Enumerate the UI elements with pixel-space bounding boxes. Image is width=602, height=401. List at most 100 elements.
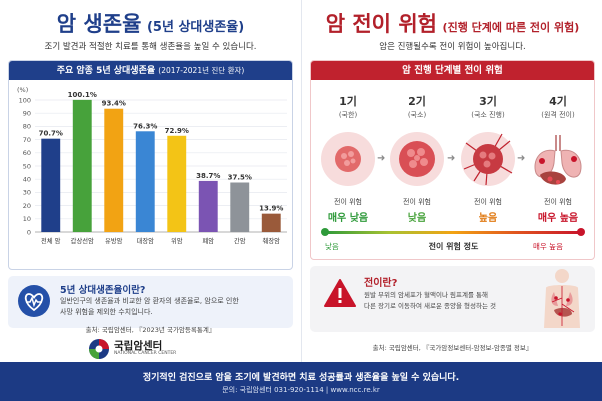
footer-banner: 정기적인 검진으로 암을 조기에 발견하면 치료 성공률과 생존율을 높일 수 … bbox=[0, 362, 602, 401]
survival-title: 암 생존율 (5년 상대생존율) bbox=[0, 8, 301, 38]
risk-label: 전이 위험 bbox=[403, 198, 431, 206]
survival-source: 출처: 국립암센터, 『2023년 국가암등록통계』 bbox=[85, 326, 216, 334]
ncc-logo: 국립암센터 NATIONAL CANCER CENTER bbox=[88, 338, 218, 360]
warning-icon bbox=[324, 279, 356, 307]
bar-value-label: 37.5% bbox=[228, 174, 252, 182]
bar-4 bbox=[135, 131, 155, 232]
arrow-right-icon: ➜ bbox=[377, 153, 386, 164]
x-tick-label: 유방암 bbox=[105, 236, 123, 245]
bar-7 bbox=[230, 182, 250, 232]
bar-value-label: 70.7% bbox=[39, 130, 63, 138]
y-tick-label: 20 bbox=[23, 202, 31, 210]
footer-message: 정기적인 검진으로 암을 조기에 발견하면 치료 성공률과 생존율을 높일 수 … bbox=[142, 373, 460, 383]
bar-value-label: 38.7% bbox=[196, 172, 220, 180]
stage-description: (국소 진행) bbox=[471, 111, 505, 119]
info-title: 5년 상대생존율이란? bbox=[60, 285, 146, 296]
chart-header-title: 주요 암종 5년 상대생존율 bbox=[56, 66, 156, 76]
stage-description: (국한) bbox=[338, 111, 358, 119]
tumor-stage1-icon bbox=[321, 132, 375, 186]
risk-label: 전이 위험 bbox=[474, 198, 502, 206]
metastasis-info-card: 전이란? 원발 부위의 암세포가 혈액이나 림프계를 통해 다른 장기로 이동하… bbox=[310, 266, 595, 332]
risk-gradient-bar bbox=[325, 231, 581, 234]
bar-value-label: 100.1% bbox=[68, 91, 97, 99]
stage-4: 4기 (원격 전이) bbox=[527, 93, 589, 120]
x-tick-label: 갑상선암 bbox=[71, 236, 94, 245]
heart-pulse-icon bbox=[18, 285, 50, 317]
bar-value-label: 72.9% bbox=[165, 127, 189, 135]
y-tick-label: 50 bbox=[23, 162, 31, 170]
human-body-icon bbox=[544, 269, 580, 328]
scale-title: 전이 위험 정도 bbox=[428, 242, 479, 251]
y-tick-label: 0 bbox=[27, 228, 31, 236]
definition-line: 원발 부위의 암세포가 혈액이나 림프계를 통해 bbox=[364, 291, 488, 299]
metastasis-title-main: 암 전이 위험 bbox=[325, 12, 437, 36]
metastasis-title-paren: (진행 단계에 따른 전이 위험) bbox=[442, 21, 580, 34]
y-tick-label: 90 bbox=[23, 110, 31, 118]
tumor-stage2-icon bbox=[390, 132, 444, 186]
risk-header: 암 진행 단계별 전이 위험 bbox=[311, 61, 594, 80]
stage-description: (국소) bbox=[407, 111, 427, 119]
y-tick-label: 30 bbox=[23, 189, 31, 197]
scale-high-label: 매우 높음 bbox=[533, 242, 563, 251]
metastasis-definition-text: 원발 부위의 암세포가 혈액이나 림프계를 통해 다른 장기로 이동하여 새로운… bbox=[364, 290, 534, 311]
metastasis-title: 암 전이 위험 (진행 단계에 따른 전이 위험) bbox=[302, 8, 602, 38]
stage-2: 2기 (국소) bbox=[386, 93, 448, 120]
low-end-dot bbox=[321, 228, 329, 236]
metastasis-subtitle: 암은 진행될수록 전이 위험이 높아집니다. bbox=[379, 42, 526, 52]
bar-2 bbox=[72, 99, 92, 232]
survival-chart-card: 주요 암종 5년 상대생존율 (2017-2021년 진단 환자) (%) 0 10… bbox=[8, 60, 293, 270]
bar-3 bbox=[104, 108, 124, 232]
info-text-line: 일반인구의 생존율과 비교한 암 환자의 생존율로, 암으로 인한 bbox=[60, 297, 239, 305]
bar-value-label: 13.9% bbox=[259, 205, 283, 213]
bar-1 bbox=[41, 138, 61, 232]
high-end-dot bbox=[577, 228, 585, 236]
scale-low-label: 낮음 bbox=[325, 242, 339, 251]
stage-number: 1기 bbox=[339, 95, 357, 108]
ncc-logo-eng: NATIONAL CANCER CENTER bbox=[114, 351, 177, 356]
arrow-right-icon: ➜ bbox=[447, 153, 456, 164]
x-tick-label: 위암 bbox=[171, 237, 183, 245]
risk-level: 낮음 bbox=[407, 213, 427, 224]
bar-value-label: 93.4% bbox=[102, 100, 126, 108]
survival-info-card: 5년 상대생존율이란? 일반인구의 생존율과 비교한 암 환자의 생존율로, 암… bbox=[8, 276, 293, 328]
ncc-logo-icon bbox=[89, 339, 109, 359]
stage-number: 3기 bbox=[479, 95, 497, 108]
chart-header-period: (2017-2021년 진단 환자) bbox=[158, 66, 245, 75]
stage-number: 2기 bbox=[408, 95, 426, 108]
survival-subtitle: 조기 발견과 적절한 치료를 통해 생존율을 높일 수 있습니다. bbox=[44, 42, 257, 52]
bar-8 bbox=[261, 213, 281, 232]
risk-level: 높음 bbox=[478, 213, 498, 224]
risk-label: 전이 위험 bbox=[544, 198, 572, 206]
y-tick-label: 60 bbox=[23, 149, 31, 157]
risk-label: 전이 위험 bbox=[334, 198, 362, 206]
bar-6 bbox=[198, 180, 218, 232]
x-tick-label: 폐암 bbox=[202, 236, 214, 245]
metastasis-organs-icon bbox=[534, 135, 582, 185]
metastasis-definition-title: 전이란? bbox=[364, 278, 398, 289]
bar-value-label: 76.3% bbox=[133, 122, 157, 130]
info-text-line: 사망 위험을 제외한 수치입니다. bbox=[60, 308, 153, 316]
stage-description: (원격 전이) bbox=[541, 111, 575, 119]
stage-3: 3기 (국소 진행) bbox=[457, 93, 519, 120]
risk-level: 매우 낮음 bbox=[327, 213, 369, 224]
info-text: 일반인구의 생존율과 비교한 암 환자의 생존율로, 암으로 인한 사망 위험을… bbox=[60, 296, 285, 318]
x-tick-label: 간암 bbox=[234, 236, 246, 245]
y-tick-label: 40 bbox=[23, 176, 31, 184]
x-tick-label: 췌장암 bbox=[263, 236, 281, 245]
ncc-logo-name: 국립암센터 bbox=[114, 340, 163, 352]
y-axis-unit: (%) bbox=[17, 86, 28, 94]
definition-line: 다른 장기로 이동하여 새로운 종양을 형성하는 것 bbox=[364, 301, 496, 310]
risk-card: 암 진행 단계별 전이 위험 1기 (국한) 2기 (국소) 3기 (국소 진행… bbox=[310, 60, 595, 260]
arrow-right-icon: ➜ bbox=[517, 153, 526, 164]
survival-title-main: 암 생존율 bbox=[56, 12, 142, 36]
y-tick-label: 100 bbox=[19, 96, 31, 104]
bar-5 bbox=[167, 135, 187, 232]
metastasis-source: 출처: 국립암센터, 『국가암정보센터-암정보-암종별 정보』 bbox=[372, 344, 533, 352]
chart-header: 주요 암종 5년 상대생존율 (2017-2021년 진단 환자) bbox=[9, 61, 292, 80]
stage-1: 1기 (국한) bbox=[317, 93, 379, 120]
stage-number: 4기 bbox=[549, 95, 567, 108]
x-tick-label: 전체 암 bbox=[41, 236, 61, 245]
survival-title-paren: (5년 상대생존율) bbox=[146, 20, 245, 35]
survival-bar-chart: (%) 0 10 20 30 40 50 60 70 80 90 100 70.7% 전체 암 100.1%… bbox=[17, 86, 287, 245]
